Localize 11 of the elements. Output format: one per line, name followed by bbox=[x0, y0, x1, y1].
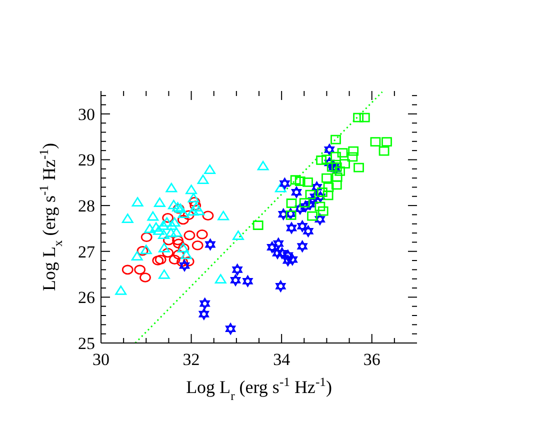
y-tick-label: 28 bbox=[78, 196, 95, 216]
y-tick-label: 26 bbox=[78, 288, 95, 308]
y-tick-label: 25 bbox=[78, 334, 95, 353]
y-tick-label: 29 bbox=[78, 150, 95, 170]
y-tick-label: 27 bbox=[78, 242, 96, 262]
x-tick-label: 36 bbox=[363, 350, 380, 369]
y-tick-label: 30 bbox=[78, 104, 95, 124]
x-tick-label: 32 bbox=[182, 350, 200, 369]
x-axis-title: Log L$_{r}$ (erg s$^{-1}$ Hz$^{-1}$) bbox=[186, 375, 332, 403]
x-tick-label: 34 bbox=[273, 350, 291, 369]
x-tick-label: 30 bbox=[92, 350, 110, 369]
